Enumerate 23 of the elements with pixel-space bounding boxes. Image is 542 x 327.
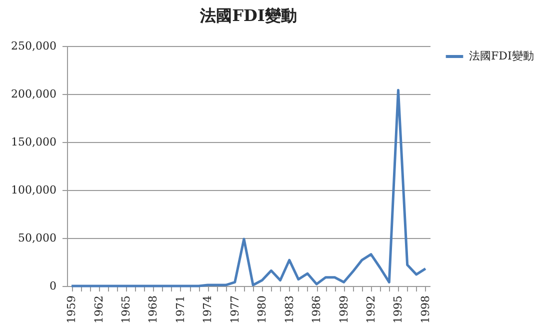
y-tick-label: 0 bbox=[50, 280, 56, 292]
chart-title: 法國FDI變動 bbox=[199, 6, 297, 25]
x-tick-label: 1971 bbox=[174, 296, 187, 324]
x-tick-label: 1974 bbox=[201, 296, 214, 324]
x-tick-label: 1992 bbox=[364, 296, 378, 324]
x-tick-label: 1986 bbox=[310, 296, 324, 324]
y-tick-label: 250,000 bbox=[11, 40, 56, 52]
x-tick-label: 1998 bbox=[418, 296, 432, 324]
x-tick-label: 1968 bbox=[146, 296, 160, 324]
y-tick-label: 50,000 bbox=[18, 232, 56, 244]
y-tick-label: 100,000 bbox=[11, 184, 56, 196]
x-tick-label: 1983 bbox=[282, 296, 296, 324]
x-tick-label: 1995 bbox=[392, 296, 405, 324]
x-tick-label: 1962 bbox=[92, 296, 106, 324]
x-tick-label: 1965 bbox=[119, 296, 132, 324]
y-tick-label: 200,000 bbox=[11, 88, 56, 100]
x-tick-label: 1959 bbox=[65, 296, 78, 324]
x-tick-label: 1977 bbox=[228, 296, 242, 324]
x-tick-label: 1989 bbox=[337, 296, 350, 324]
legend-label: 法國FDI變動 bbox=[469, 50, 534, 62]
line-series bbox=[70, 88, 427, 288]
y-tick-label: 150,000 bbox=[11, 136, 56, 148]
x-tick-label: 1980 bbox=[256, 296, 269, 324]
